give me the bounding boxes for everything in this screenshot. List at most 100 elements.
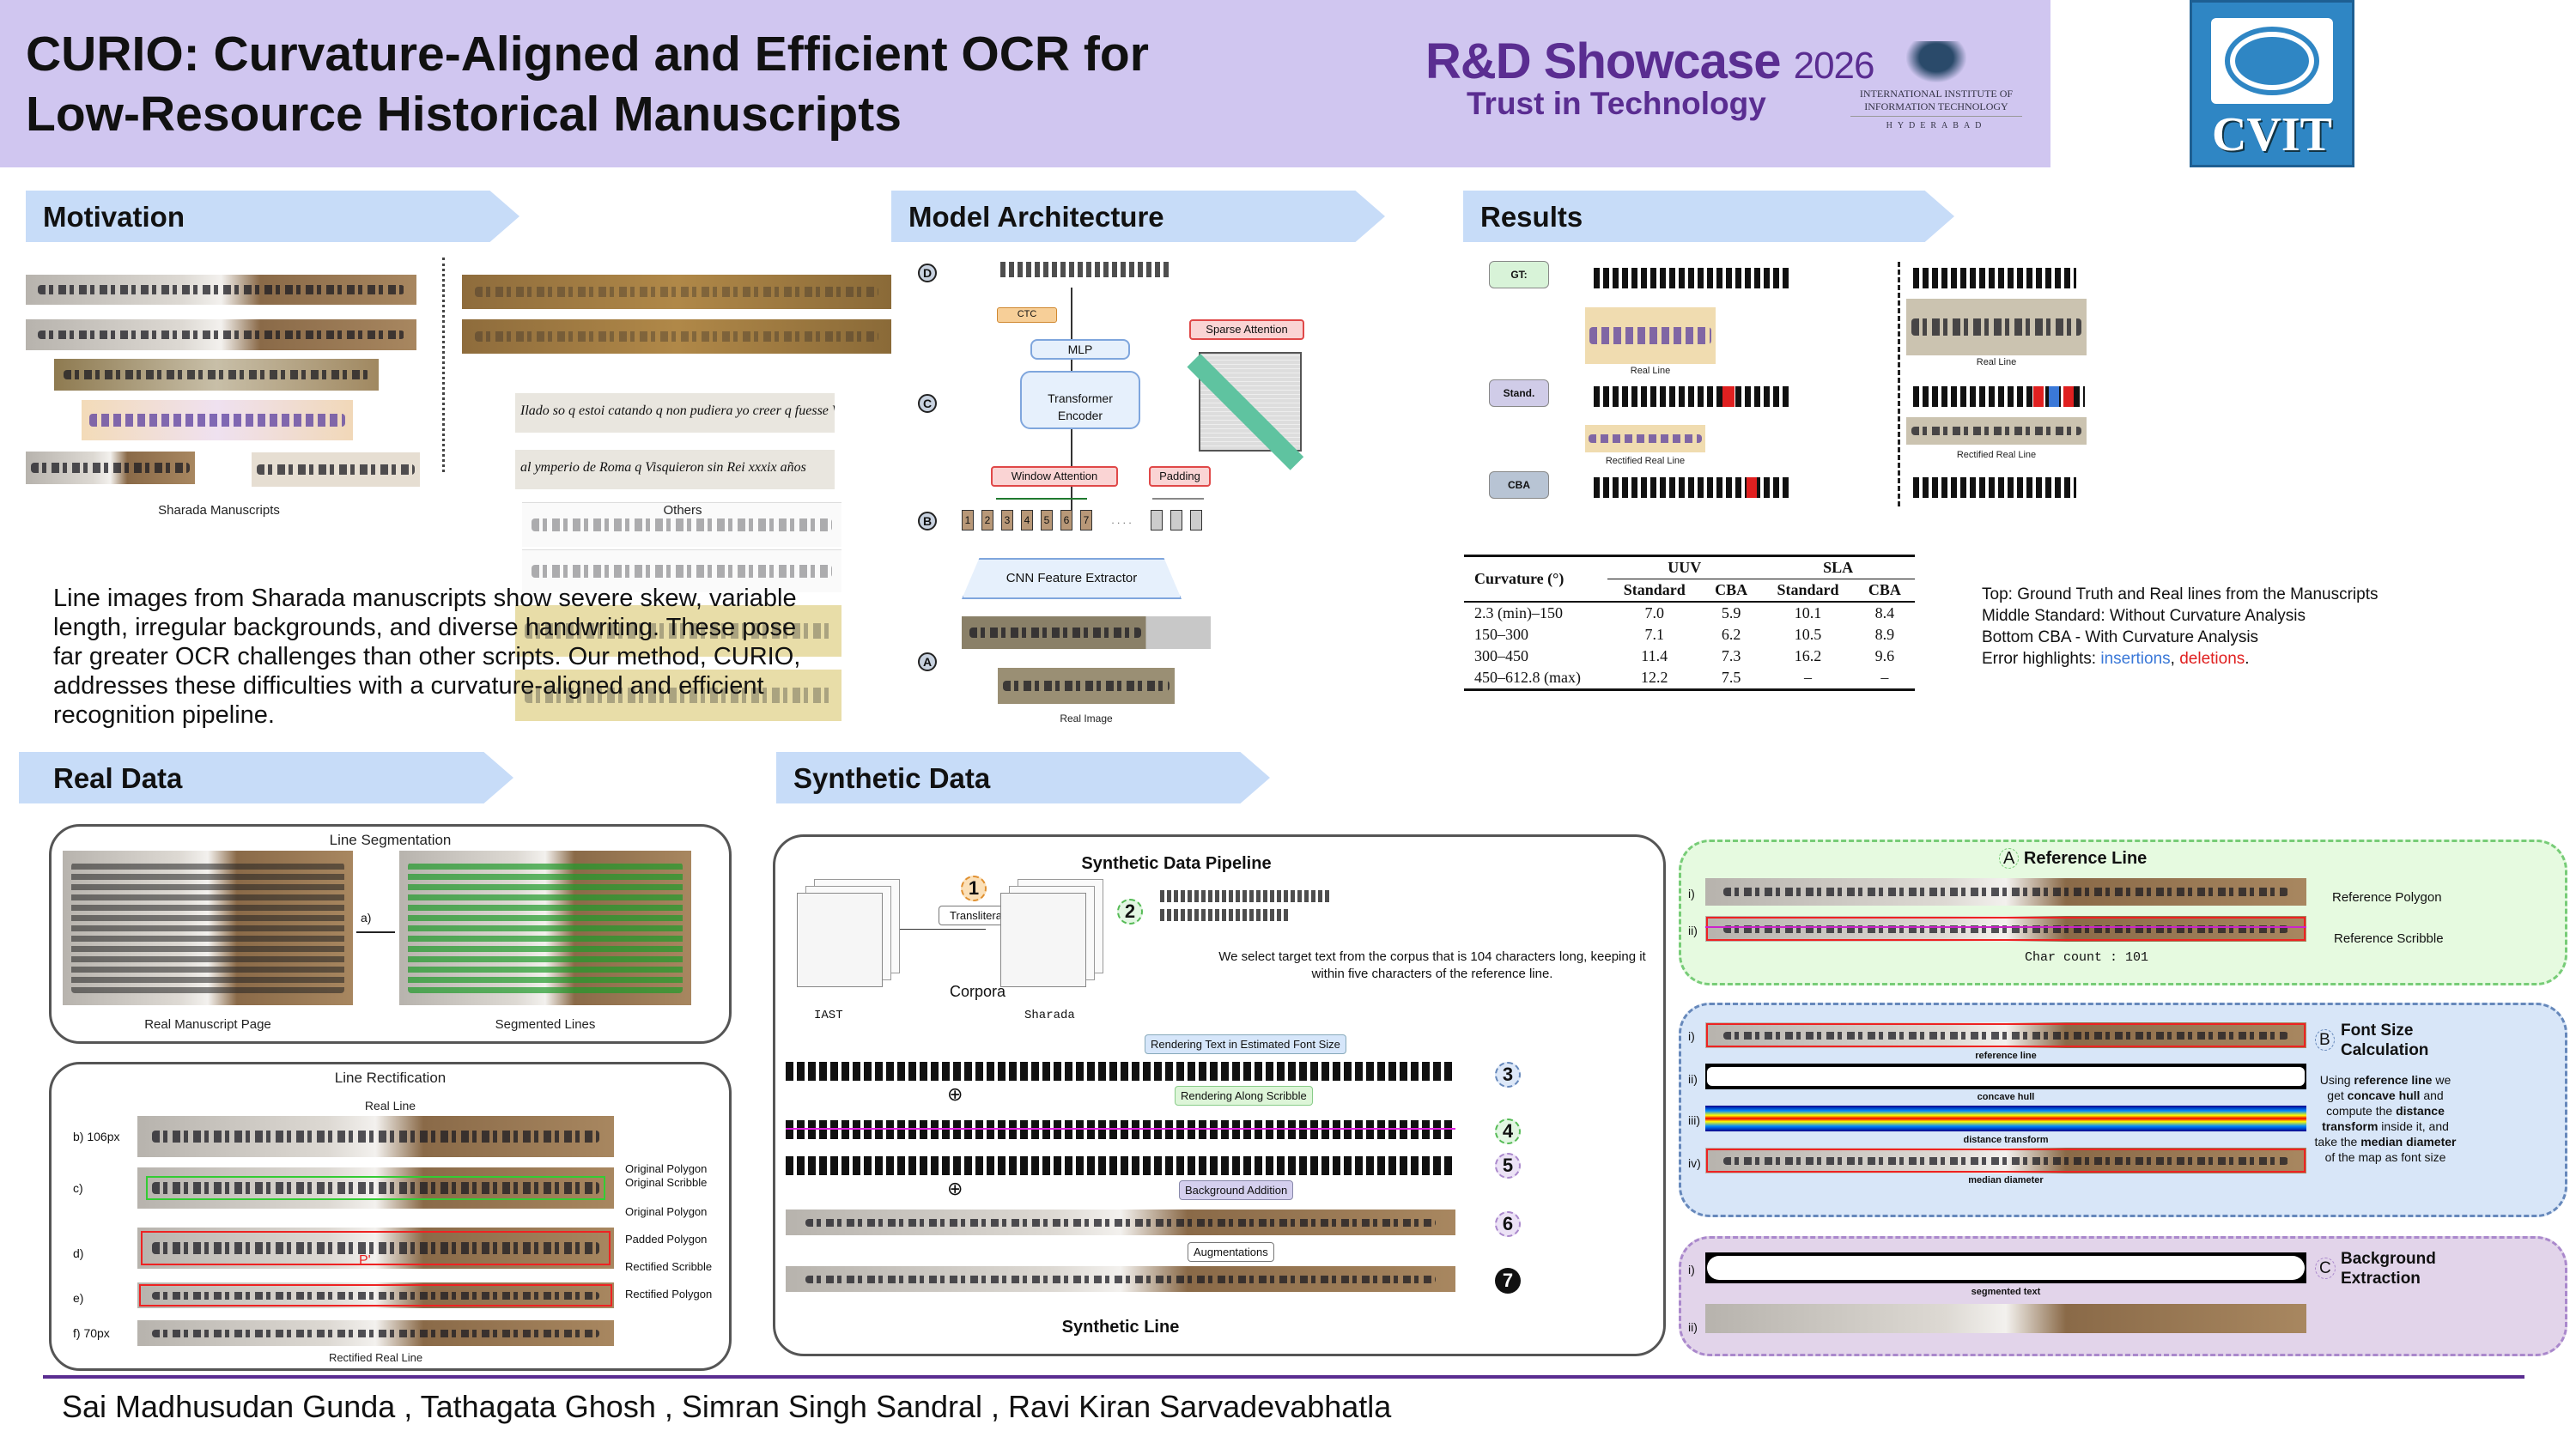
arabic-manuscript-line [515,670,841,721]
feature-token: 4 [1021,510,1033,530]
sparse-attention-label: Sparse Attention [1189,319,1304,340]
legend-middle: Middle Standard: Without Curvature Analy… [1982,607,2306,625]
french-handwriting-line [522,549,841,592]
stage-a-marker: A [918,652,937,671]
cell: 7.5 [1721,669,1741,686]
ctc-box: CTC [997,307,1057,323]
motivation-paragraph: Line images from Sharada manuscripts sho… [53,585,801,729]
cell: 10.5 [1794,626,1822,643]
gt-badge: GT: [1489,261,1549,288]
header-banner [0,0,2050,167]
height-106: 106px [87,1130,120,1143]
cell: 10.1 [1794,604,1822,621]
desc: inside it, and take the [2314,1119,2449,1149]
pipeline-title: Synthetic Data Pipeline [1081,854,1272,873]
padding-token [1151,510,1163,530]
sharada-label: Sharada [1024,1009,1075,1022]
synthetic-line-image [786,1266,1455,1292]
row-b-label: b) 106px [73,1130,120,1143]
gt-transcription [1913,268,2076,288]
sharada-line-image [82,400,353,440]
cell: 7.1 [1644,626,1664,643]
legend-deletions: deletions [2179,650,2245,668]
cba-transcription [1594,477,1791,498]
section-header-real-data: Real Data [19,752,513,803]
step-3-marker: 3 [1495,1062,1521,1088]
desc-bold: concave hull [2347,1088,2421,1102]
footer-divider [43,1375,2524,1379]
row-i: i) [1688,887,1695,900]
step-7-marker: 7 [1495,1268,1521,1294]
errors-prefix: Error highlights: [1982,650,2101,668]
cell: 9.6 [1874,647,1895,664]
warped-text-line [786,1156,1455,1175]
line-segmentation-panel: Line Segmentation a) Real Manuscript Pag… [49,824,732,1044]
feature-token: 6 [1060,510,1072,530]
cell: 2.3 (min)–150 [1474,604,1563,621]
sharada-line-image [252,452,420,487]
results-right-sample: Real Line Rectified Real Line [1906,258,2267,515]
other-script-image [462,275,891,309]
caption-concave-hull: concave hull [1977,1092,2035,1102]
padding-token [1190,510,1202,530]
p-marker: P' [359,1253,371,1268]
legend-bottom: Bottom CBA - With Curvature Analysis [1982,628,2259,646]
iast-label: IAST [814,1009,843,1022]
background-title: Background Extraction [2341,1250,2436,1288]
caption-segmented: Segmented Lines [495,1017,596,1032]
real-manuscript-page-image [63,851,353,1005]
section-header-architecture: Model Architecture [891,191,1385,242]
reference-scribble-label: Reference Scribble [2334,931,2444,946]
combine-icon: ⊕ [947,1083,963,1105]
marker-b: B [2315,1029,2335,1051]
row-i: i) [1688,1029,1695,1043]
corpora-label: Corpora [950,983,1006,1000]
caption-median-diameter: median diameter [1968,1175,2044,1185]
caption-reference-line: reference line [1975,1051,2037,1061]
section-header-synthetic-data: Synthetic Data [776,752,1270,803]
table-row: 2.3 (min)–150 7.0 5.9 10.1 8.4 [1464,602,1915,624]
target-text-sample [1160,890,1332,902]
reference-line-image [1705,1022,2306,1048]
rectified-line-image [1585,425,1705,452]
token-sequence: 1 2 3 4 5 6 7 . . . . [962,510,1202,530]
row-f: f) [73,1326,81,1340]
synthetic-line-caption: Synthetic Line [1061,1318,1180,1337]
legend-errors: Error highlights: insertions, deletions. [1982,648,2379,670]
row-ii: ii) [1688,1072,1698,1086]
th-cba: CBA [1868,581,1901,598]
table-row: 450–612.8 (max) 12.2 7.5 – – [1464,667,1915,690]
stage-d-marker: D [918,264,937,282]
section-header-results: Results [1463,191,1954,242]
rendered-text-line [786,1062,1455,1081]
window-attention-label: Window Attention [991,466,1118,487]
feature-token: 1 [962,510,974,530]
title-line-1: CURIO: Curvature-Aligned and Efficient O… [26,27,1149,82]
row-i: i) [1688,1263,1695,1276]
gt-transcription [1594,268,1791,288]
step-6-marker: 6 [1495,1211,1521,1237]
step-a-label: a) [361,911,372,925]
background-heading: C Background Extraction [2315,1249,2454,1288]
background-text-line [786,1210,1455,1235]
legend-insertions: insertions [2100,650,2171,668]
stage-c-marker: C [918,394,937,413]
step-4-marker: 4 [1495,1119,1521,1144]
transformer-encoder-box: Transformer Encoder [1020,371,1140,429]
results-divider [1898,262,1900,506]
institute-line2: INFORMATION TECHNOLOGY [1864,100,2008,112]
stage-b-marker: B [918,512,937,530]
desc: we get [2327,1073,2451,1102]
target-text-sample [1160,909,1289,921]
cell: 8.9 [1874,626,1895,643]
cell: – [1804,669,1812,686]
segmentation-arrow [356,931,395,933]
combine-icon: ⊕ [947,1178,963,1199]
caption-sharada: Sharada Manuscripts [158,503,280,518]
label-original-polygon: Original Polygon [625,1205,708,1218]
padding-label: Padding [1149,466,1211,487]
target-selection-description: We select target text from the corpus th… [1218,949,1646,981]
font-size-title: Font Size Calculation [2341,1022,2429,1059]
cell: – [1880,669,1889,686]
real-line-image [137,1116,614,1157]
